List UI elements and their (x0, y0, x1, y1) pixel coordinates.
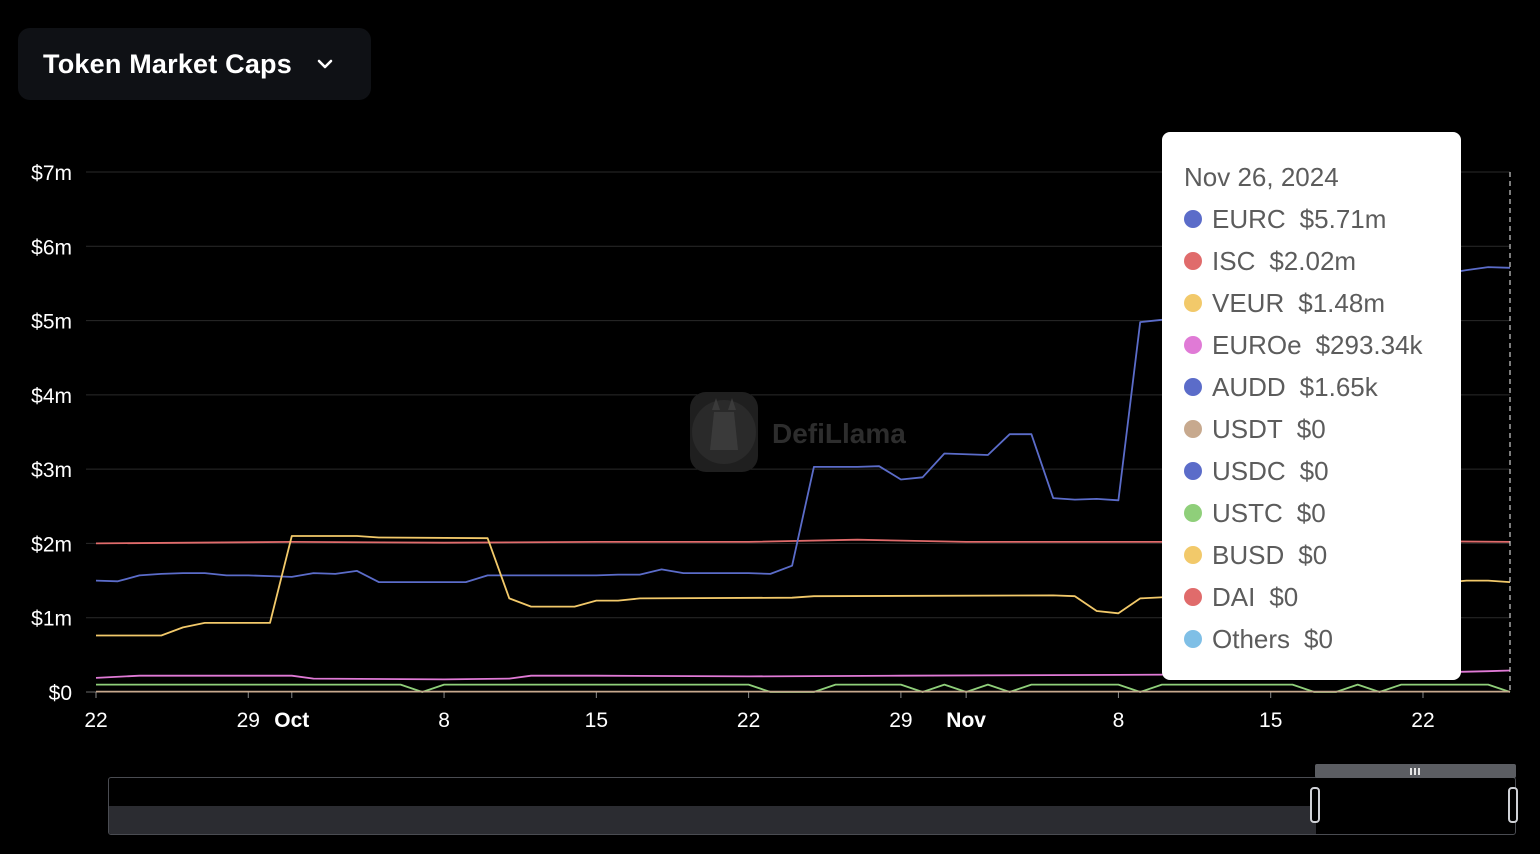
tooltip-series-name: USDC (1212, 456, 1286, 486)
y-tick-label: $3m (31, 459, 72, 482)
chart-tooltip: Nov 26, 2024 EURC $5.71m ISC $2.02m VEUR $1.4… (1162, 132, 1461, 680)
y-tick-label: $5m (31, 311, 72, 334)
tooltip-series-name: USDT (1212, 414, 1283, 444)
tooltip-row-eurc: EURC $5.71m (1184, 198, 1461, 240)
tooltip-series-value: $5.71m (1299, 204, 1387, 234)
y-tick-label: $4m (31, 385, 72, 408)
chart-type-selector[interactable]: Token Market Caps (18, 28, 371, 100)
tooltip-series-name: USTC (1212, 498, 1283, 528)
tooltip-series-name: BUSD (1212, 540, 1285, 570)
tooltip-series-value: $1.65k (1299, 372, 1378, 402)
tooltip-row-usdc: USDC $0 (1184, 450, 1461, 492)
zoom-track (109, 806, 1316, 834)
x-tick-label: 8 (438, 709, 450, 732)
x-tick-label: 8 (1113, 709, 1125, 732)
tooltip-series-value: $0 (1299, 456, 1329, 486)
tooltip-series-value: $1.48m (1298, 288, 1385, 318)
tooltip-series-name: VEUR (1212, 288, 1285, 318)
tooltip-row-veur: VEUR $1.48m (1184, 282, 1461, 324)
zoom-slider[interactable] (108, 777, 1516, 835)
tooltip-series-value: $0 (1269, 582, 1299, 612)
x-tick-label: 15 (585, 709, 608, 732)
tooltip-series-name: EURC (1212, 204, 1286, 234)
x-tick-label: 22 (1411, 709, 1434, 732)
tooltip-series-value: $0 (1296, 498, 1326, 528)
legend-dot-icon (1184, 252, 1202, 270)
legend-dot-icon (1184, 294, 1202, 312)
legend-dot-icon (1184, 462, 1202, 480)
selector-label: Token Market Caps (43, 48, 292, 79)
defillama-watermark: DefiLlama (690, 392, 906, 472)
tooltip-series-value: $0 (1296, 414, 1326, 444)
legend-dot-icon (1184, 210, 1202, 228)
legend-dot-icon (1184, 420, 1202, 438)
watermark-text: DefiLlama (772, 418, 906, 449)
tooltip-row-dai: DAI $0 (1184, 576, 1461, 618)
x-tick-label: 22 (84, 709, 107, 732)
x-tick-label: 22 (737, 709, 760, 732)
tooltip-date: Nov 26, 2024 (1184, 162, 1339, 192)
tooltip-series-value: $2.02m (1269, 246, 1357, 276)
legend-dot-icon (1184, 336, 1202, 354)
tooltip-series-value: $293.34k (1315, 330, 1423, 360)
y-tick-label: $6m (31, 236, 72, 259)
tooltip-row-busd: BUSD $0 (1184, 534, 1461, 576)
legend-dot-icon (1184, 504, 1202, 522)
series-line-veur (96, 535, 1511, 637)
x-axis: 22 29 Oct 8 15 22 29 Nov 8 15 22 (84, 692, 1435, 732)
tooltip-series-value: $0 (1304, 624, 1333, 654)
series-line-eurc (95, 266, 1511, 583)
tooltip-row-euroe: EUROe $293.34k (1184, 324, 1461, 366)
x-tick-label: 15 (1259, 709, 1282, 732)
y-tick-label: $1m (31, 608, 72, 631)
tooltip-series-name: ISC (1212, 246, 1256, 276)
x-tick-label: Nov (946, 709, 986, 732)
tooltip-row-isc: ISC $2.02m (1184, 240, 1461, 282)
tooltip-series-name: EUROe (1212, 330, 1302, 360)
legend-dot-icon (1184, 588, 1202, 606)
series-line-audd (96, 683, 1511, 693)
y-tick-label: $7m (31, 162, 72, 185)
x-tick-label: Oct (274, 709, 309, 732)
zoom-window[interactable] (1316, 778, 1515, 834)
y-tick-label: $0 (49, 682, 72, 705)
tooltip-series-name: AUDD (1212, 372, 1286, 402)
tooltip-series-value: $0 (1298, 540, 1328, 570)
zoom-handle-left[interactable] (1309, 787, 1320, 823)
tooltip-row-ustc: USTC $0 (1184, 492, 1461, 534)
legend-dot-icon (1184, 630, 1202, 648)
legend-dot-icon (1184, 378, 1202, 396)
legend-dot-icon (1184, 546, 1202, 564)
tooltip-row-usdt: USDT $0 (1184, 408, 1461, 450)
zoom-handle-right[interactable] (1508, 787, 1518, 823)
x-tick-label: 29 (237, 709, 260, 732)
zoom-drag-handle[interactable] (1314, 764, 1516, 778)
chevron-down-icon (314, 53, 336, 75)
tooltip-row-others: Others $0 (1184, 618, 1461, 660)
x-tick-label: 29 (889, 709, 912, 732)
tooltip-series-name: Others (1212, 624, 1291, 654)
tooltip-row-audd: AUDD $1.65k (1184, 366, 1461, 408)
y-tick-label: $2m (31, 533, 72, 556)
tooltip-series-name: DAI (1212, 582, 1256, 612)
